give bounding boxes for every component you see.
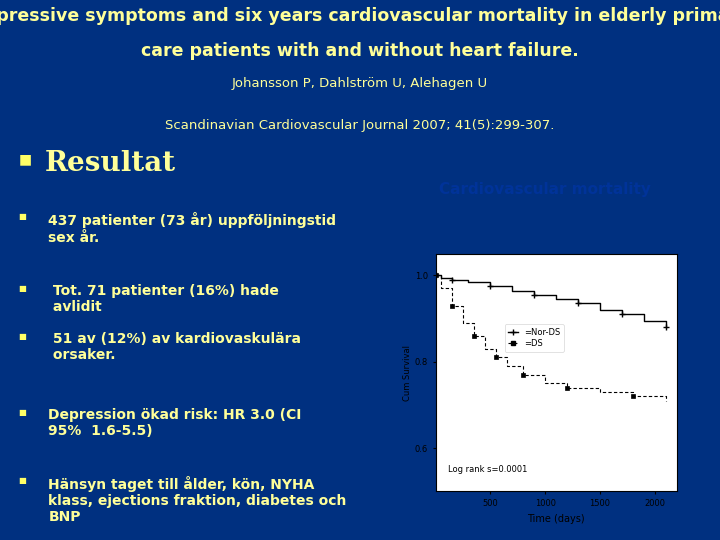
Legend: =Nor-DS, =DS: =Nor-DS, =DS bbox=[505, 325, 564, 352]
Text: Resultat: Resultat bbox=[45, 150, 176, 177]
Text: Hänsyn taget till ålder, kön, NYHA
klass, ejections fraktion, diabetes och
BNP: Hänsyn taget till ålder, kön, NYHA klass… bbox=[48, 476, 347, 524]
Text: 437 patienter (73 år) uppföljningstid
sex år.: 437 patienter (73 år) uppföljningstid se… bbox=[48, 212, 336, 245]
Text: Log rank s=0.0001: Log rank s=0.0001 bbox=[448, 465, 527, 475]
Text: Tot. 71 patienter (16%) hade
 avlidit: Tot. 71 patienter (16%) hade avlidit bbox=[48, 284, 279, 314]
Text: Cardiovascular mortality: Cardiovascular mortality bbox=[439, 183, 652, 198]
Text: Depressive symptoms and six years cardiovascular mortality in elderly primary: Depressive symptoms and six years cardio… bbox=[0, 7, 720, 25]
Text: ■: ■ bbox=[19, 284, 27, 293]
Text: ■: ■ bbox=[19, 332, 27, 341]
Text: Johansson P, Dahlström U, Alehagen U: Johansson P, Dahlström U, Alehagen U bbox=[232, 77, 488, 90]
Text: ■: ■ bbox=[19, 152, 32, 166]
Text: ■: ■ bbox=[19, 212, 27, 221]
X-axis label: Time (days): Time (days) bbox=[527, 514, 585, 524]
Text: ■: ■ bbox=[19, 476, 27, 485]
Text: 51 av (12%) av kardiovaskulära
 orsaker.: 51 av (12%) av kardiovaskulära orsaker. bbox=[48, 332, 302, 362]
Text: ■: ■ bbox=[19, 408, 27, 417]
Text: Scandinavian Cardiovascular Journal 2007; 41(5):299-307.: Scandinavian Cardiovascular Journal 2007… bbox=[166, 119, 554, 132]
Text: Depression ökad risk: HR 3.0 (CI
95%  1.6-5.5): Depression ökad risk: HR 3.0 (CI 95% 1.6… bbox=[48, 408, 302, 438]
Text: care patients with and without heart failure.: care patients with and without heart fai… bbox=[141, 42, 579, 60]
Y-axis label: Cum Survival: Cum Survival bbox=[403, 345, 412, 401]
